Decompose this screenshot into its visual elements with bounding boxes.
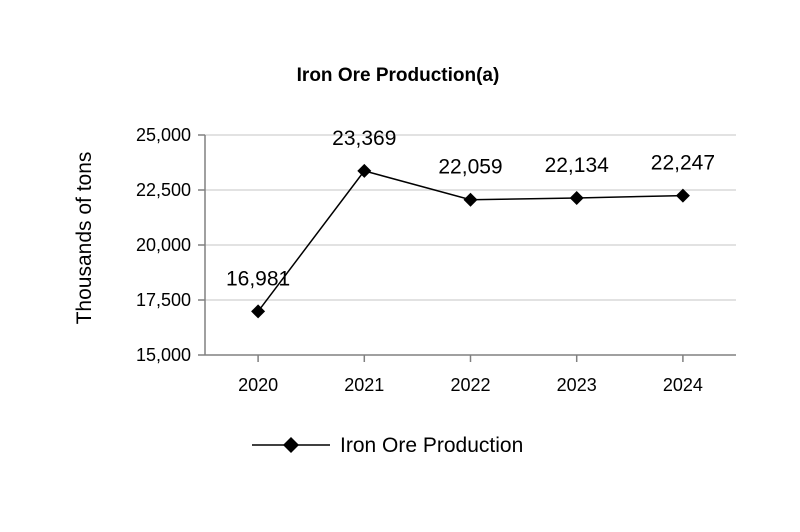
x-tick-label: 2022: [450, 375, 490, 395]
data-point-marker: [675, 188, 690, 203]
data-labels: 16,981 23,369 22,059 22,134 22,247: [226, 127, 715, 291]
legend-marker-swatch: [283, 437, 299, 453]
data-label: 16,981: [226, 267, 290, 290]
y-tick-label: 15,000: [136, 345, 191, 365]
data-label: 22,134: [545, 154, 610, 177]
x-tick-label: 2024: [663, 375, 703, 395]
x-tick-label: 2020: [238, 375, 278, 395]
series-line: [257, 170, 683, 312]
y-tick-label: 25,000: [136, 125, 191, 145]
x-tick-label: 2021: [344, 375, 384, 395]
data-point-marker: [463, 192, 478, 207]
data-point-marker: [357, 163, 372, 178]
series-layer: [251, 163, 690, 319]
axes: 15,000 17,500 20,000 22,500 25,000 2020 2021 20…: [136, 125, 736, 395]
x-tick-label: 2023: [557, 375, 597, 395]
legend-entry-label: Iron Ore Production: [340, 434, 523, 457]
y-tick-label: 20,000: [136, 235, 191, 255]
data-label: 22,059: [438, 156, 502, 179]
data-label: 23,369: [332, 127, 396, 150]
gridlines: [205, 134, 736, 301]
chart-title: Iron Ore Production(a): [297, 65, 500, 86]
data-label: 22,247: [651, 152, 715, 175]
y-tick-label: 22,500: [136, 180, 191, 200]
data-point-marker: [569, 191, 584, 206]
data-point-marker: [251, 304, 266, 319]
y-tick-label: 17,500: [136, 290, 191, 310]
legend: Iron Ore Production: [252, 434, 523, 457]
y-axis-label: Thousands of tons: [73, 152, 96, 325]
